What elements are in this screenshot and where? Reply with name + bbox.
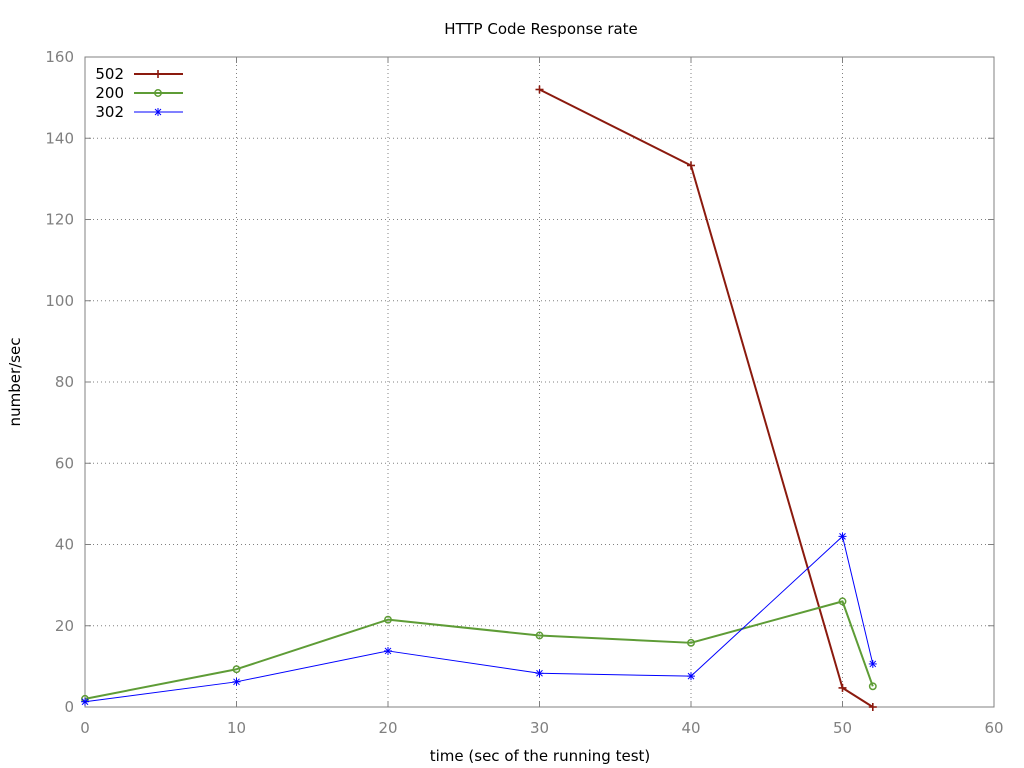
y-tick-label: 40 xyxy=(55,536,74,554)
data-point-302 xyxy=(535,669,544,678)
series-200 xyxy=(81,597,877,703)
data-point-200 xyxy=(535,631,544,640)
x-tick-label: 20 xyxy=(378,719,397,737)
data-point-302 xyxy=(838,532,847,541)
series-line-200 xyxy=(84,600,874,700)
y-tick-label: 120 xyxy=(45,211,74,229)
y-tick-label: 160 xyxy=(45,48,74,66)
axes: 0 20 40 60 80 100 120 140 160 0 10 20 30 40 50 60 xyxy=(45,48,1003,737)
x-tick-label: 40 xyxy=(681,719,700,737)
data-point-200 xyxy=(384,615,392,624)
data-point-502 xyxy=(838,683,847,692)
series-302 xyxy=(81,532,877,706)
data-point-200 xyxy=(232,665,241,674)
legend-label-502: 502 xyxy=(95,65,124,83)
y-tick-label: 60 xyxy=(55,454,74,472)
data-point-200 xyxy=(687,638,695,647)
data-point-302 xyxy=(868,659,877,668)
series-line-502 xyxy=(539,88,874,708)
legend-marker-502 xyxy=(154,70,162,78)
y-tick-label: 100 xyxy=(45,292,74,310)
data-point-200 xyxy=(868,682,877,691)
y-tick-label: 0 xyxy=(64,698,74,716)
series-layer xyxy=(81,85,877,711)
x-tick-label: 60 xyxy=(984,719,1003,737)
data-point-502 xyxy=(868,703,877,711)
y-axis-label: number/sec xyxy=(6,338,24,427)
x-tick-label: 10 xyxy=(227,719,246,737)
x-tick-label: 30 xyxy=(530,719,549,737)
data-point-302 xyxy=(384,646,392,655)
series-line-302 xyxy=(84,535,874,703)
data-point-302 xyxy=(232,677,241,686)
legend-label-302: 302 xyxy=(95,103,124,121)
legend-marker-302 xyxy=(154,108,162,116)
x-axis-label: time (sec of the running test) xyxy=(430,747,651,765)
data-point-502 xyxy=(687,161,695,170)
legend-label-200: 200 xyxy=(95,84,124,102)
y-tick-label: 140 xyxy=(45,129,74,147)
grid xyxy=(85,57,994,707)
x-tick-label: 50 xyxy=(833,719,852,737)
legend-marker-200 xyxy=(154,89,162,97)
x-tick-label: 0 xyxy=(80,719,90,737)
series-502 xyxy=(535,85,877,711)
data-point-302 xyxy=(687,672,695,681)
y-tick-label: 80 xyxy=(55,373,74,391)
data-point-502 xyxy=(535,85,544,94)
data-point-200 xyxy=(838,597,847,606)
y-tick-label: 20 xyxy=(55,617,74,635)
data-point-302 xyxy=(81,697,89,706)
chart-title: HTTP Code Response rate xyxy=(444,20,638,38)
